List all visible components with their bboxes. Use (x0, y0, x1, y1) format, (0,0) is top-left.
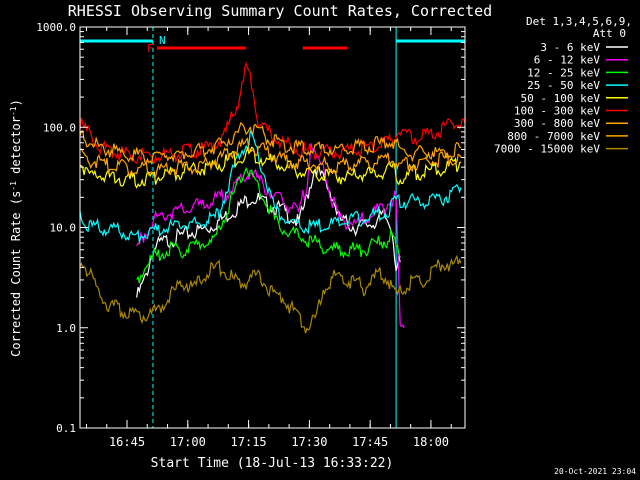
series-line (136, 166, 401, 284)
status-flags: NF (80, 34, 465, 55)
y-axis-label-exponent-1: -1 (9, 181, 18, 191)
series-line (79, 129, 462, 243)
series-line (79, 146, 462, 189)
y-tick-label: 1.0 (56, 322, 76, 335)
y-tick-label: 10.0 (50, 222, 77, 235)
axis-ticks: 0.1 1.0 10.0 100.0 1000.0 16:45 17:00 17:15 17:3… (36, 21, 465, 449)
x-tick-label: 17:00 (170, 435, 206, 449)
footer-date: 20-Oct-2021 23:04 (554, 467, 636, 476)
x-tick-label: 17:30 (291, 435, 327, 449)
x-tick-label: 17:15 (231, 435, 267, 449)
series-line (79, 121, 462, 165)
legend-label: 25 - 50 keV (527, 79, 600, 92)
legend-label: 3 - 6 keV (540, 41, 600, 54)
series-line (79, 137, 462, 178)
y-tick-label: 100.0 (43, 121, 76, 134)
legend-label: 50 - 100 keV (521, 92, 601, 105)
y-axis-label: Corrected Count Rate (s-1 detector-1) (9, 99, 24, 357)
legend-header-line-2: Att 0 (593, 27, 626, 40)
y-axis-label-exponent-2: -1 (9, 106, 18, 116)
y-axis-label-part-1: Corrected Count Rate (s (9, 191, 23, 357)
x-tick-label: 18:00 (413, 435, 449, 449)
x-tick-label: 16:45 (109, 435, 145, 449)
series-line (79, 254, 462, 334)
y-axis-label-part-2: detector (9, 116, 23, 181)
y-tick-label: 0.1 (56, 422, 76, 435)
series-line (79, 61, 466, 165)
flag-label: N (159, 34, 166, 47)
y-tick-label: 1000.0 (36, 21, 76, 34)
x-tick-label: 17:45 (352, 435, 388, 449)
chart-title: RHESSI Observing Summary Count Rates, Co… (68, 2, 492, 20)
x-axis-label: Start Time (18-Jul-13 16:33:22) (151, 456, 394, 471)
legend-label: 12 - 25 keV (527, 66, 600, 79)
series-lines (79, 61, 466, 334)
legend-label: 6 - 12 keV (534, 54, 601, 67)
y-axis-label-part-3: ) (9, 99, 23, 106)
legend-label: 300 - 800 keV (514, 117, 600, 130)
legend-label: 100 - 300 keV (514, 105, 600, 118)
flag-label: F (147, 42, 154, 55)
legend-label: 7000 - 15000 keV (494, 143, 600, 156)
plot-frame (79, 26, 466, 429)
legend-header-line-1: Det 1,3,4,5,6,9, (526, 15, 632, 28)
legend-label: 800 - 7000 keV (507, 130, 600, 143)
series-line (136, 166, 401, 298)
